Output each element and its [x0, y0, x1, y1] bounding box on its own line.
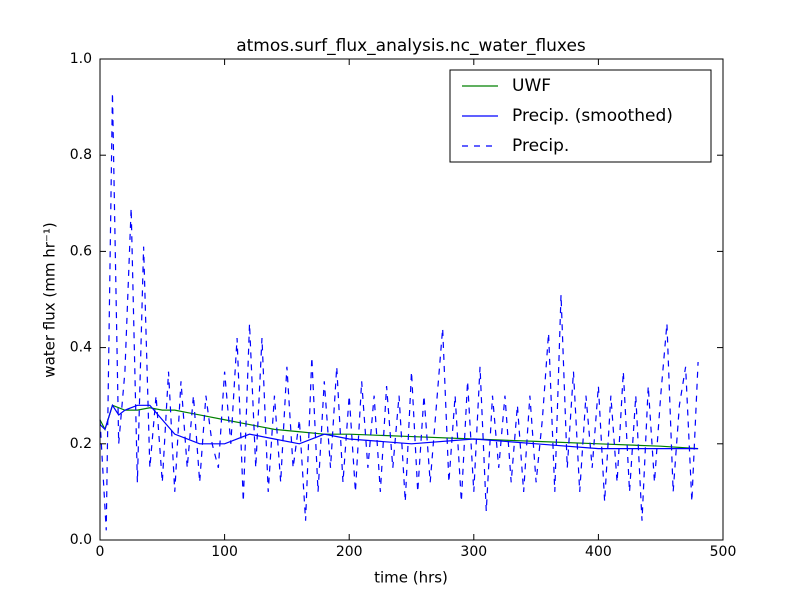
legend-label: Precip. (smoothed) — [512, 106, 673, 126]
legend-label: UWF — [512, 76, 551, 96]
data-line — [99, 403, 699, 450]
y-axis-label: water flux (mm hr⁻¹) — [41, 222, 59, 377]
y-tick-label: 0.4 — [70, 340, 92, 356]
y-tick-label: 0.6 — [70, 243, 92, 259]
y-tick-label: 0.8 — [70, 147, 92, 163]
y-tick-label: 0.0 — [70, 532, 92, 548]
x-tick-label: 0 — [96, 544, 105, 560]
plot-frame — [99, 58, 724, 541]
x-axis-label: time (hrs) — [374, 569, 448, 587]
y-tick-label: 1.0 — [70, 51, 92, 67]
x-tick-label: 100 — [211, 544, 238, 560]
y-tick-label: 0.2 — [70, 436, 92, 452]
x-tick-label: 300 — [460, 544, 487, 560]
x-tick-label: 400 — [585, 544, 612, 560]
chart-title: atmos.surf_flux_analysis.nc_water_fluxes — [236, 36, 586, 56]
x-tick-label: 500 — [710, 544, 737, 560]
x-tick-label: 200 — [336, 544, 363, 560]
data-line — [99, 92, 699, 531]
data-line — [99, 404, 699, 450]
legend-label: Precip. — [512, 136, 569, 156]
